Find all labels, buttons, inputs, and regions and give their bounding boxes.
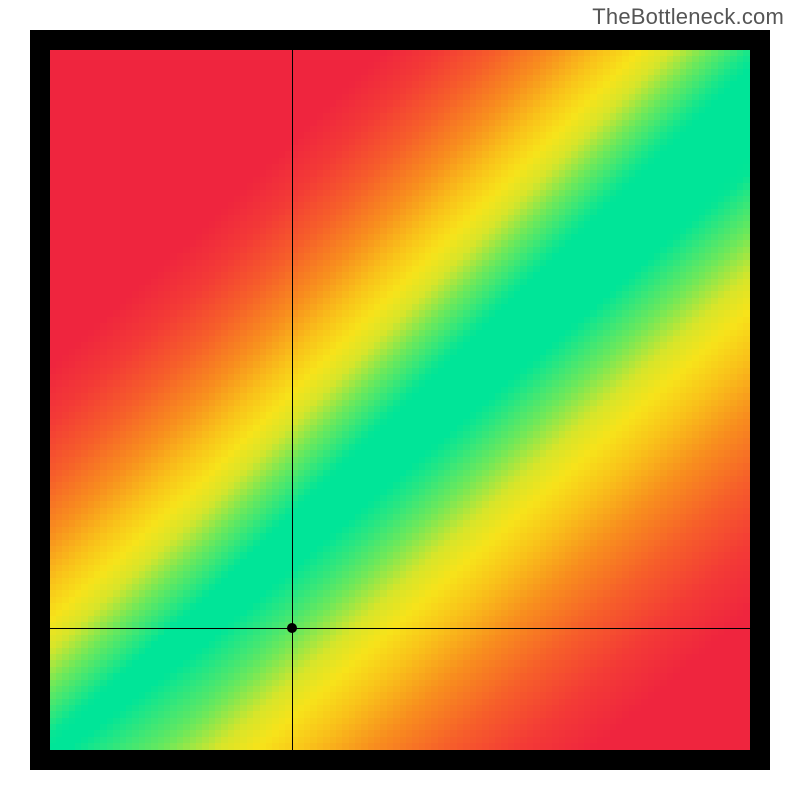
heatmap-plot: [50, 50, 750, 750]
watermark-text: TheBottleneck.com: [592, 4, 784, 30]
crosshair-marker: [287, 623, 297, 633]
crosshair-vertical: [292, 50, 293, 750]
crosshair-horizontal: [50, 628, 750, 629]
root-container: TheBottleneck.com: [0, 0, 800, 800]
heatmap-canvas: [50, 50, 750, 750]
